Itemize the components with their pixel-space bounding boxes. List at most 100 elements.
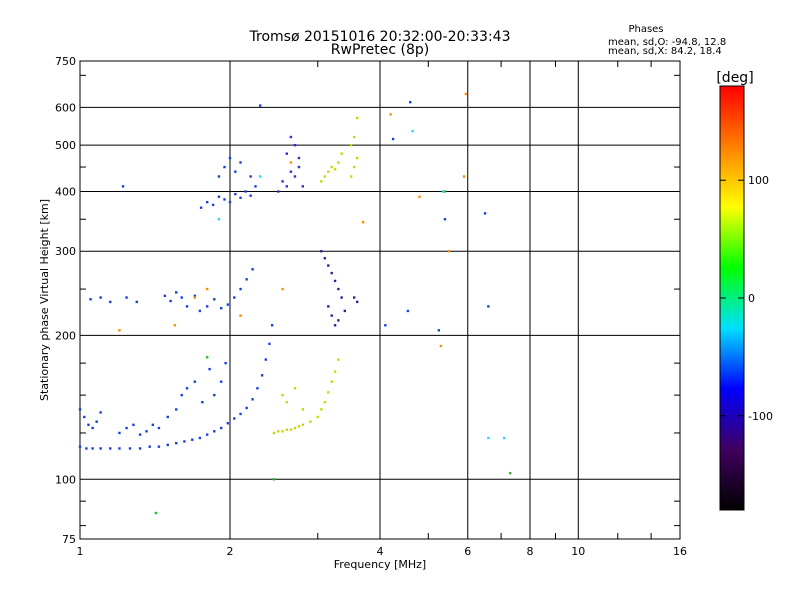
data-point <box>205 433 209 436</box>
data-point <box>320 180 323 183</box>
data-point <box>352 135 356 139</box>
y-tick-label: 400 <box>55 185 76 198</box>
data-point <box>109 300 112 304</box>
stats-heading: Phases <box>628 24 663 35</box>
x-tick-label: 4 <box>377 545 384 558</box>
data-point <box>289 428 293 431</box>
data-point <box>447 250 451 253</box>
data-point <box>185 305 189 308</box>
data-point <box>148 445 151 448</box>
data-point <box>293 143 297 147</box>
data-point <box>330 165 333 169</box>
data-point <box>437 329 441 332</box>
data-point <box>223 198 226 201</box>
data-point <box>163 294 167 298</box>
data-point <box>193 296 197 299</box>
data-point <box>340 296 343 299</box>
data-point <box>208 367 211 371</box>
y-tick-label: 300 <box>55 245 76 258</box>
data-point <box>173 324 177 327</box>
data-point <box>327 391 330 394</box>
data-point <box>198 309 202 313</box>
data-point <box>256 387 259 390</box>
data-point <box>118 447 121 450</box>
data-point <box>487 305 490 308</box>
chart-subtitle: RwPretec (8p) <box>331 42 429 58</box>
x-tick-label: 10 <box>571 545 585 558</box>
axis-ticks: 1 2 4 6 8 10 16 75 100 200 300 400 500 600 750 <box>55 55 687 558</box>
data-point <box>138 447 142 450</box>
data-point <box>175 441 178 445</box>
data-point <box>254 185 257 188</box>
data-point <box>154 511 158 515</box>
data-point <box>293 426 297 430</box>
data-point <box>151 423 155 427</box>
data-point <box>333 370 337 373</box>
data-point <box>224 361 227 365</box>
data-point <box>78 445 82 448</box>
data-point <box>99 296 102 299</box>
data-point <box>268 342 271 346</box>
data-point <box>409 100 412 104</box>
data-point <box>85 447 88 450</box>
data-point <box>239 287 242 291</box>
data-point <box>297 165 301 169</box>
data-point <box>281 287 284 291</box>
data-point <box>483 212 487 215</box>
data-point <box>213 393 216 397</box>
data-point <box>228 156 232 160</box>
data-point <box>352 296 356 299</box>
data-point <box>327 170 330 173</box>
data-point <box>135 300 138 304</box>
data-point <box>464 92 468 96</box>
data-point <box>180 296 183 299</box>
data-point <box>239 161 242 164</box>
data-point <box>233 417 236 420</box>
data-point <box>219 380 223 383</box>
data-point <box>285 428 288 431</box>
data-point <box>109 447 112 450</box>
data-point <box>277 430 280 433</box>
data-point <box>355 156 359 160</box>
data-point <box>293 387 297 390</box>
x-tick-label: 2 <box>227 545 234 558</box>
stats-line-x: mean, sd,X: 84.2, 18.4 <box>608 46 722 57</box>
data-point <box>132 423 135 427</box>
colorbar-tick-label: 0 <box>748 292 755 305</box>
data-point <box>217 195 221 198</box>
data-point <box>309 420 312 423</box>
data-point <box>244 190 247 193</box>
data-point <box>239 412 242 416</box>
data-point <box>213 298 216 301</box>
data-point <box>95 420 98 423</box>
x-tick-label: 1 <box>77 545 84 558</box>
data-point <box>297 156 301 160</box>
data-point <box>272 431 276 435</box>
data-point <box>217 218 221 221</box>
data-point <box>330 380 333 383</box>
data-point <box>211 203 215 207</box>
data-point <box>333 324 337 327</box>
y-tick-label: 75 <box>62 533 76 546</box>
x-tick-label: 6 <box>464 545 471 558</box>
data-point <box>205 305 209 308</box>
data-point <box>343 309 347 313</box>
x-tick-label: 8 <box>527 545 534 558</box>
data-point <box>180 393 183 397</box>
x-tick-label: 16 <box>673 545 687 558</box>
data-points <box>78 92 512 515</box>
data-point <box>118 431 121 435</box>
data-point <box>443 218 447 221</box>
y-tick-label: 200 <box>55 329 76 342</box>
colorbar-tick-label: 100 <box>748 174 769 187</box>
data-point <box>219 306 223 310</box>
data-point <box>175 408 178 411</box>
data-point <box>226 303 230 306</box>
data-point <box>83 415 86 419</box>
data-point <box>234 170 237 173</box>
data-point <box>323 175 327 178</box>
data-point <box>337 358 340 361</box>
data-point <box>361 221 365 224</box>
data-point <box>281 180 284 183</box>
y-tick-label: 100 <box>55 473 76 486</box>
